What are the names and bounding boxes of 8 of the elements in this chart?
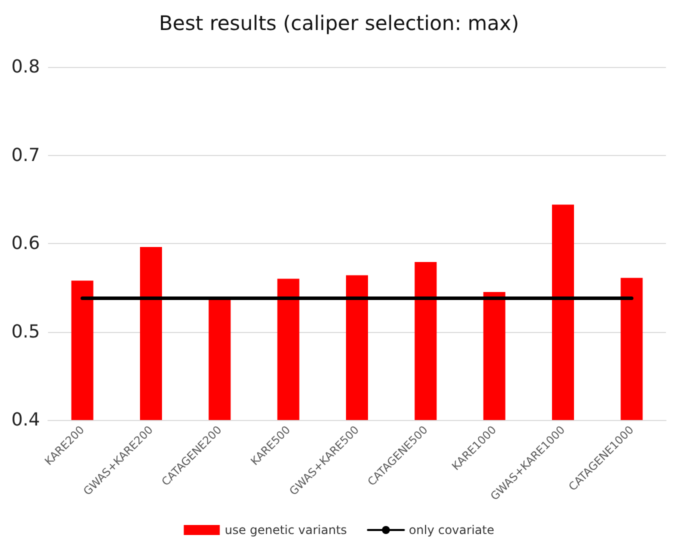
chart-title: Best results (caliper selection: max) <box>158 11 520 35</box>
y-tick-label: 0.5 <box>11 321 40 342</box>
y-tick-label: 0.8 <box>11 56 40 78</box>
legend-label: use genetic variants <box>224 523 347 537</box>
y-tick-label: 0.6 <box>11 233 40 254</box>
legend-label: only covariate <box>408 523 494 537</box>
y-tick-label: 0.4 <box>11 410 40 430</box>
y-tick-label: 0.7 <box>11 144 40 166</box>
